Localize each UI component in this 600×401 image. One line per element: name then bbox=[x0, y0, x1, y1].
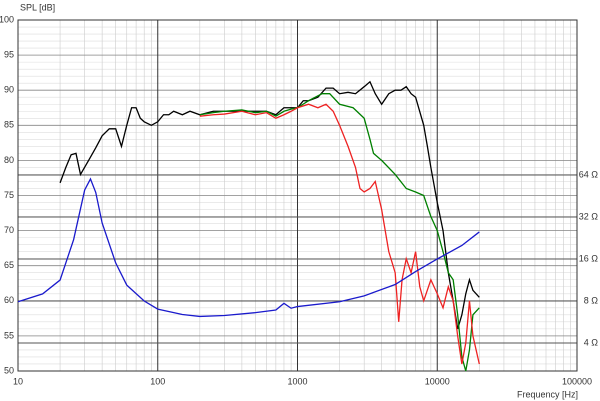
plot-frame bbox=[17, 19, 578, 372]
y2-tick-label: 4 Ω bbox=[584, 337, 599, 347]
y-tick-label: 80 bbox=[4, 155, 14, 165]
series-line bbox=[17, 177, 480, 318]
y-tick-label: 50 bbox=[4, 365, 14, 375]
y2-tick-label: 64 Ω bbox=[579, 169, 599, 179]
y-tick-label: 70 bbox=[4, 225, 14, 235]
series-line bbox=[199, 103, 480, 365]
y2-tick-label: 8 Ω bbox=[584, 295, 599, 305]
y-tick-label: 100 bbox=[0, 14, 14, 24]
x-tick-label: 100 bbox=[150, 376, 165, 386]
y-tick-label: 95 bbox=[4, 49, 14, 59]
y-tick-label: 85 bbox=[4, 120, 14, 130]
x-tick-label: 10 bbox=[13, 376, 23, 386]
y2-tick-label: 16 Ω bbox=[579, 253, 599, 263]
y-tick-label: 55 bbox=[4, 330, 14, 340]
x-axis-label: Frequency [Hz] bbox=[517, 389, 578, 399]
y-tick-label: 65 bbox=[4, 260, 14, 270]
series-line bbox=[199, 93, 480, 372]
y-axis-label: SPL [dB] bbox=[20, 2, 55, 12]
x-tick-label: 10000 bbox=[425, 376, 450, 386]
y-tick-label: 60 bbox=[4, 295, 14, 305]
y2-tick-label: 32 Ω bbox=[579, 211, 599, 221]
x-tick-label: 100000 bbox=[562, 376, 592, 386]
series-line bbox=[59, 80, 480, 330]
x-tick-label: 1000 bbox=[287, 376, 307, 386]
y-tick-label: 75 bbox=[4, 190, 14, 200]
y-tick-label: 90 bbox=[4, 85, 14, 95]
